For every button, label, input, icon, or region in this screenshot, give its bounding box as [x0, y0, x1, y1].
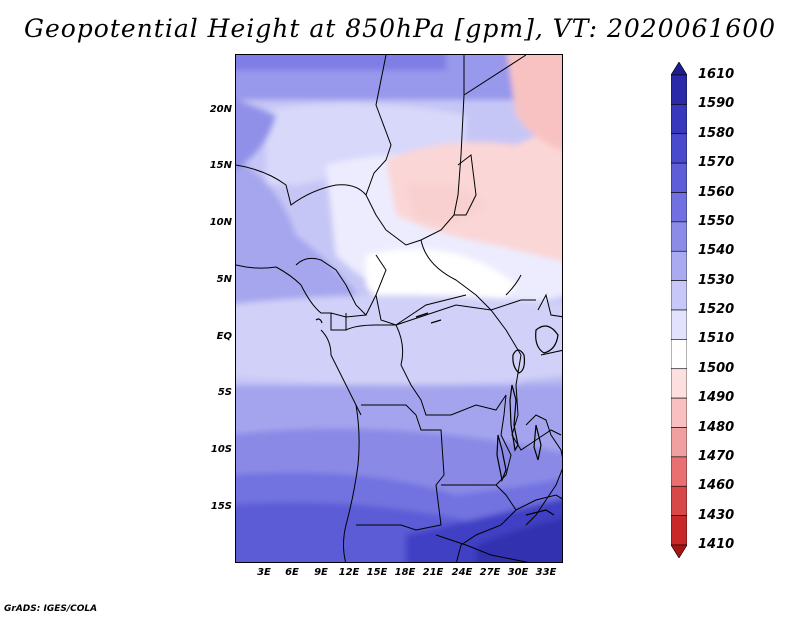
- colorbar-label: 1610: [698, 67, 735, 82]
- colorbar-segment: [671, 515, 687, 546]
- lon-label: 9E: [314, 567, 328, 578]
- colorbar-segment: [671, 368, 687, 399]
- lon-label: 24E: [451, 567, 473, 578]
- chart-title: Geopotential Height at 850hPa [gpm], VT:…: [23, 14, 777, 43]
- colorbar-segment: [671, 485, 687, 516]
- colorbar-segment: [671, 62, 687, 76]
- colorbar-label: 1570: [698, 155, 735, 171]
- lat-label: 15S: [210, 501, 232, 512]
- lat-label: 15N: [209, 160, 232, 171]
- lon-label: 3E: [257, 567, 271, 578]
- colorbar-segment: [671, 427, 687, 458]
- lakes: [315, 312, 559, 516]
- colorbar-label: 1480: [698, 419, 735, 435]
- lat-label: EQ: [216, 331, 232, 342]
- colorbar-label: 1520: [698, 302, 735, 317]
- colorbar-segment: [671, 309, 687, 340]
- colorbar-segment: [671, 221, 687, 252]
- colorbar-label: 1510: [698, 331, 735, 347]
- footer-credit: GrADS: IGES/COLA: [4, 604, 98, 614]
- colorbar-segment: [671, 192, 687, 223]
- lon-label: 15E: [366, 567, 388, 578]
- colorbar: [671, 62, 687, 558]
- colorbar-label: 1560: [698, 184, 735, 200]
- country-borders: [236, 55, 562, 562]
- colorbar-segment: [671, 74, 687, 105]
- lat-label: 10N: [209, 217, 232, 228]
- colorbar-segment: [671, 544, 687, 558]
- height-field-fill: [236, 55, 562, 562]
- colorbar-segment: [671, 280, 687, 311]
- colorbar-label: 1410: [698, 537, 735, 552]
- colorbar-label: 1500: [698, 360, 735, 376]
- colorbar-segment: [671, 339, 687, 370]
- map-plot-area: [235, 54, 563, 563]
- colorbar-segment: [671, 397, 687, 428]
- colorbar-segment: [671, 456, 687, 487]
- lon-label: 27E: [479, 567, 501, 578]
- lon-label: 30E: [507, 567, 529, 578]
- lon-label: 21E: [422, 567, 444, 578]
- colorbar-segment: [671, 250, 687, 281]
- colorbar-segment: [671, 162, 687, 193]
- lon-label: 18E: [394, 567, 416, 578]
- colorbar-label: 1490: [698, 390, 735, 406]
- colorbar-label: 1540: [698, 243, 735, 259]
- colorbar-label: 1530: [698, 272, 735, 288]
- lon-label: 33E: [535, 567, 557, 578]
- lat-label: 5N: [216, 274, 232, 285]
- colorbar-segment: [671, 133, 687, 164]
- colorbar-label: 1580: [698, 125, 735, 141]
- colorbar-label: 1460: [698, 478, 735, 494]
- lat-label: 5S: [217, 387, 232, 398]
- lat-label: 20N: [209, 104, 232, 115]
- colorbar-label: 1470: [698, 448, 735, 464]
- colorbar-label: 1550: [698, 213, 735, 229]
- lat-label: 10S: [210, 444, 232, 455]
- lon-label: 12E: [338, 567, 360, 578]
- lon-label: 6E: [285, 567, 299, 578]
- colorbar-label: 1590: [698, 96, 735, 112]
- colorbar-segment: [671, 104, 687, 135]
- colorbar-label: 1430: [698, 507, 735, 523]
